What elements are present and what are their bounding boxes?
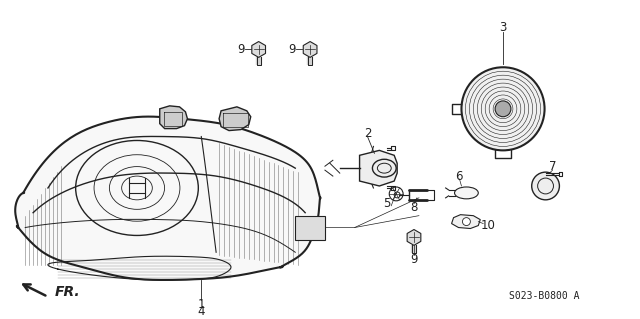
Text: 2: 2: [364, 127, 371, 140]
Text: 9: 9: [410, 253, 418, 266]
Text: 6: 6: [455, 170, 462, 182]
Text: 8: 8: [410, 201, 418, 214]
Circle shape: [532, 172, 559, 200]
Text: 9: 9: [289, 43, 296, 56]
Polygon shape: [252, 41, 266, 57]
Polygon shape: [360, 150, 397, 186]
Text: 1: 1: [198, 298, 205, 311]
Text: 7: 7: [548, 160, 556, 173]
Polygon shape: [160, 106, 188, 129]
Circle shape: [463, 218, 470, 226]
Polygon shape: [407, 229, 421, 245]
Text: 9: 9: [237, 43, 244, 56]
Text: 4: 4: [198, 305, 205, 318]
Text: 5: 5: [383, 197, 391, 210]
Text: 10: 10: [481, 219, 495, 232]
Polygon shape: [303, 41, 317, 57]
Polygon shape: [219, 107, 251, 130]
Text: 3: 3: [499, 21, 507, 34]
Circle shape: [495, 101, 511, 117]
Polygon shape: [452, 215, 480, 228]
Bar: [295, 216, 325, 241]
Ellipse shape: [454, 187, 478, 199]
Circle shape: [461, 67, 545, 150]
Polygon shape: [15, 117, 321, 280]
Text: FR.: FR.: [55, 285, 81, 299]
Text: S023-B0800 A: S023-B0800 A: [509, 291, 580, 301]
